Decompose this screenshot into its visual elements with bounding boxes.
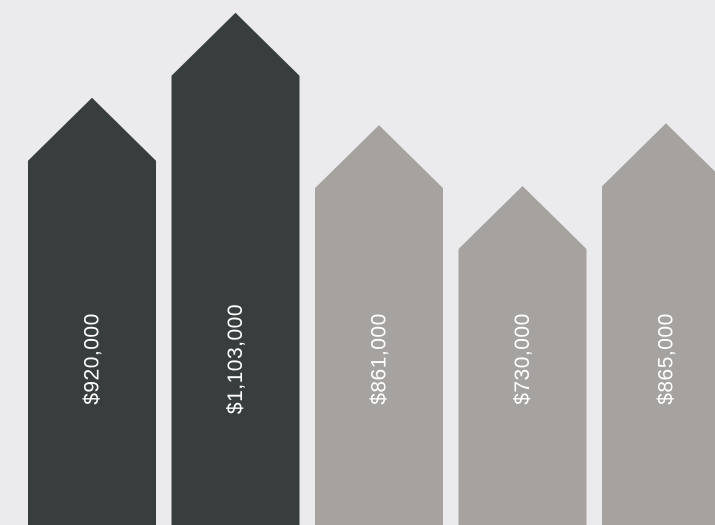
arrow-bar	[315, 125, 443, 525]
arrow-bar	[602, 123, 715, 525]
bar-value-label: $865,000	[655, 313, 678, 405]
bar-value-label: $1,103,000	[224, 304, 247, 414]
bar-value-label: $861,000	[368, 313, 391, 405]
arrow-bar	[171, 12, 300, 525]
arrow-bar	[28, 97, 156, 525]
arrow-bar	[458, 185, 587, 525]
bar-value-label: $730,000	[511, 313, 534, 405]
bar-value-label: $920,000	[81, 313, 104, 405]
